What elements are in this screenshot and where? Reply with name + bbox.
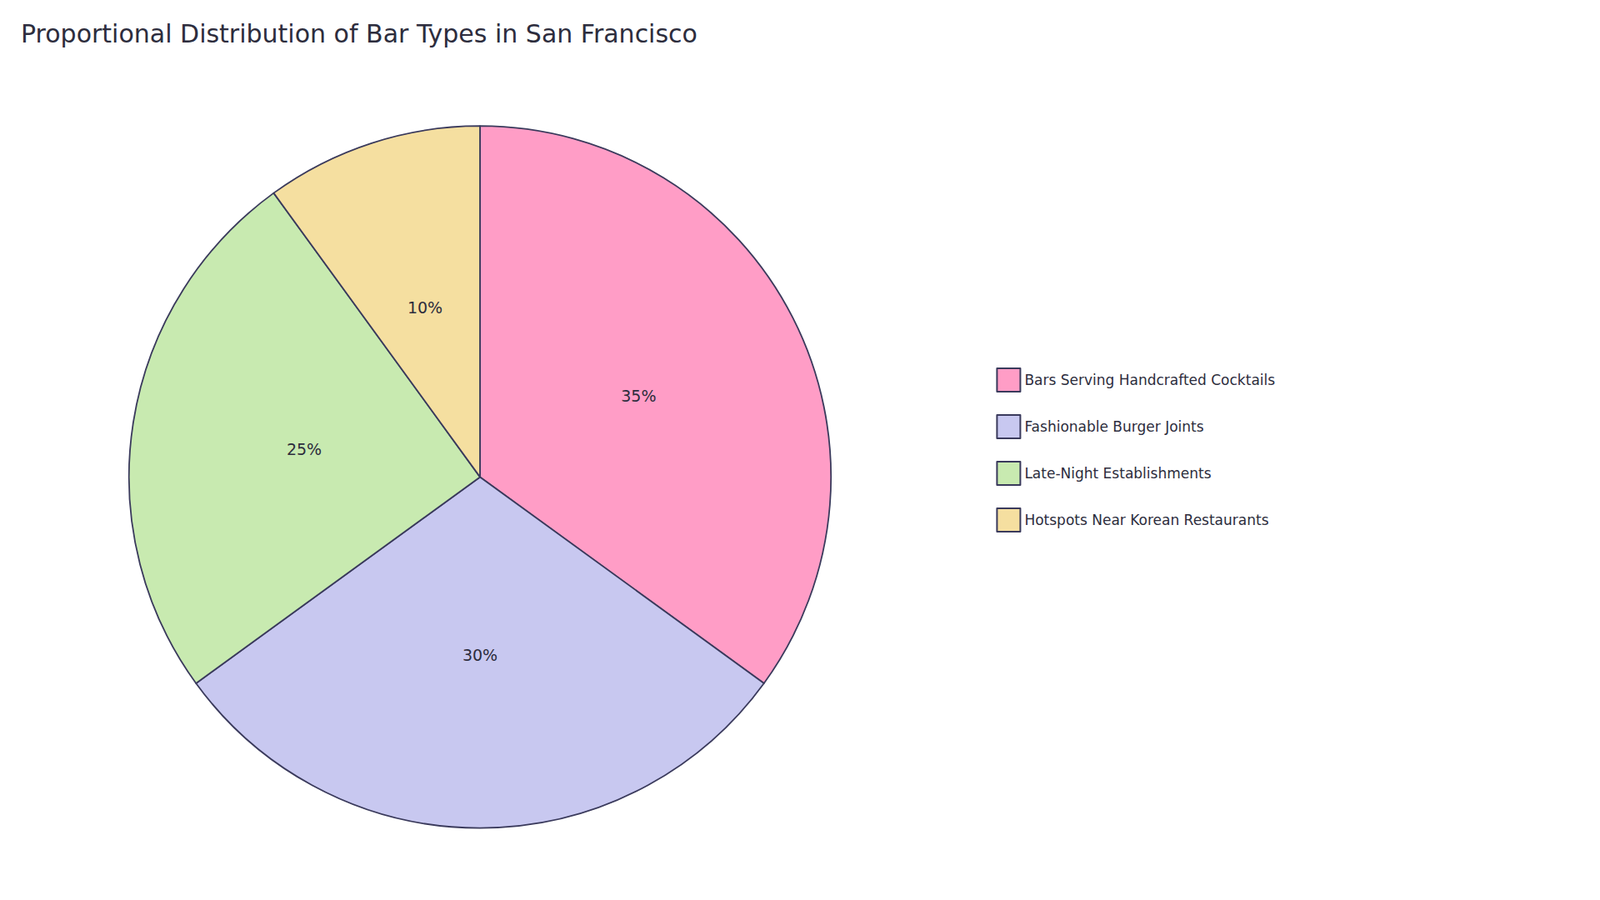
svg-text:10%: 10%: [407, 298, 443, 317]
svg-text:35%: 35%: [620, 386, 656, 405]
svg-text:25%: 25%: [286, 440, 322, 459]
svg-text:Hotspots Near Korean Restauran: Hotspots Near Korean Restaurants: [1024, 511, 1269, 529]
svg-text:Proportional Distribution of B: Proportional Distribution of Bar Types i…: [20, 19, 698, 49]
svg-text:Bars Serving Handcrafted Cockt: Bars Serving Handcrafted Cocktails: [1024, 371, 1275, 389]
svg-text:Late-Night Establishments: Late-Night Establishments: [1024, 465, 1211, 482]
svg-text:Fashionable Burger Joints: Fashionable Burger Joints: [1024, 418, 1204, 435]
svg-text:30%: 30%: [462, 645, 498, 665]
